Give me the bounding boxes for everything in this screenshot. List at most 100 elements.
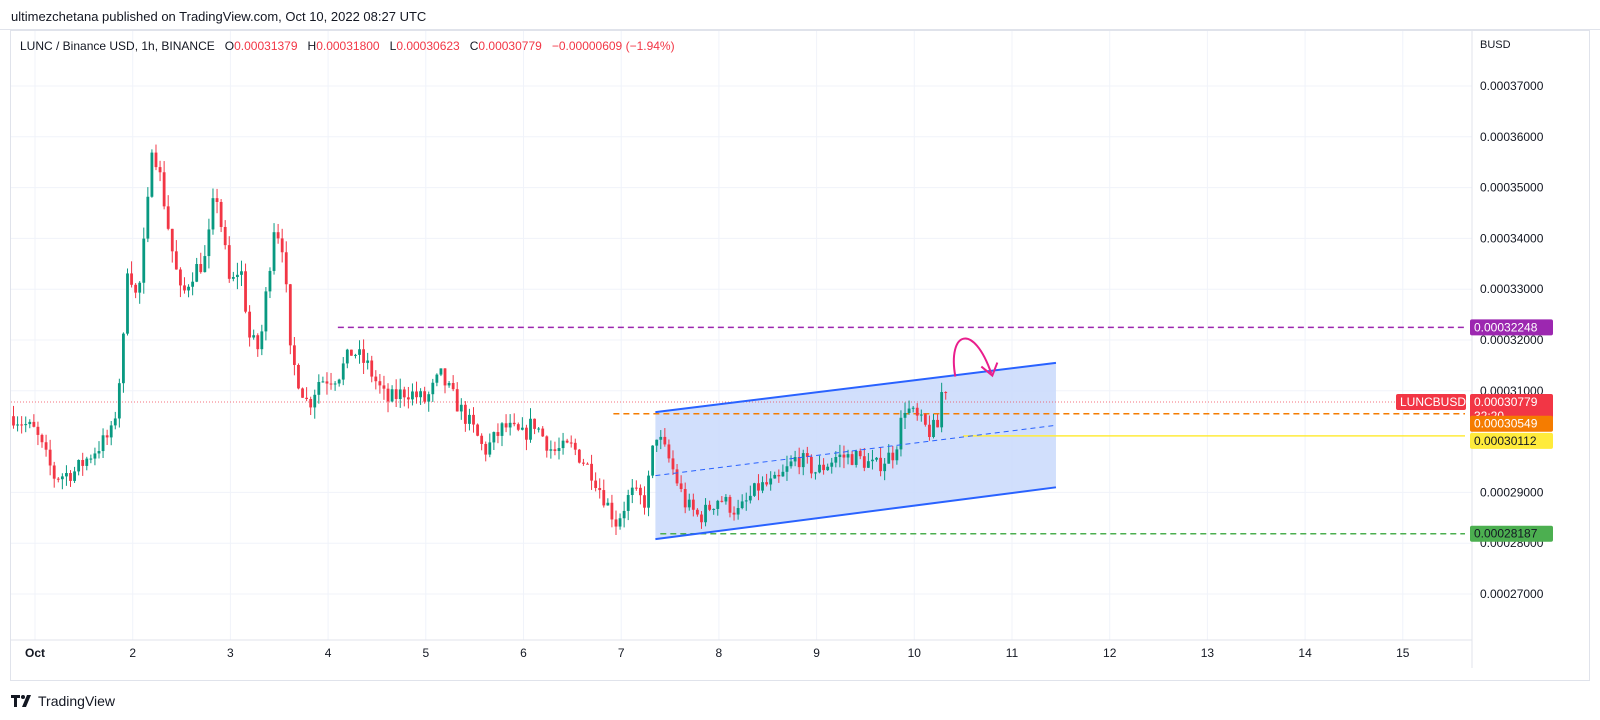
- candle-body: [305, 397, 309, 399]
- price-tick-label: 0.00033000: [1480, 282, 1544, 296]
- price-axis-currency: BUSD: [1480, 39, 1511, 51]
- footer-brand-text: TradingView: [38, 693, 116, 709]
- candle-body: [162, 172, 166, 207]
- price-tick-label: 0.00037000: [1480, 79, 1544, 93]
- candle-body: [362, 349, 365, 363]
- candle-body: [468, 414, 471, 424]
- candle-body: [834, 457, 838, 463]
- candle-body: [476, 424, 479, 436]
- legend-symbol[interactable]: LUNC / Binance USD, 1h, BINANCE: [20, 39, 215, 53]
- candle-body: [651, 445, 655, 476]
- candle-body: [134, 284, 138, 293]
- candle-body: [40, 434, 44, 443]
- candle-body: [423, 391, 427, 402]
- candle-body: [488, 442, 492, 455]
- chart-frame[interactable]: [10, 30, 1590, 681]
- time-tick-label: 6: [520, 646, 527, 660]
- candle-body: [345, 349, 349, 364]
- candle-body: [321, 381, 325, 383]
- candle-body: [512, 422, 516, 425]
- candle-body: [337, 379, 341, 384]
- candle-body: [895, 449, 899, 461]
- legend-open: 0.00031379: [234, 39, 298, 53]
- candle-body: [903, 412, 907, 418]
- candle-body: [435, 374, 439, 383]
- orange-price-tag-text: 0.00030549: [1474, 417, 1538, 431]
- candle-body: [626, 495, 630, 511]
- candle-body: [838, 454, 842, 458]
- candle-body: [907, 408, 911, 413]
- candle-body: [940, 392, 944, 428]
- candle-body: [565, 440, 569, 443]
- candle-body: [736, 508, 740, 515]
- candle-body: [862, 456, 866, 468]
- candle-body: [610, 502, 614, 520]
- candle-body: [89, 458, 93, 460]
- candle-body: [459, 404, 463, 412]
- time-tick-label: 13: [1201, 646, 1215, 660]
- tradingview-logo-icon: [11, 695, 31, 707]
- candle-body: [573, 442, 577, 450]
- candle-body: [858, 450, 862, 457]
- price-tick-label: 0.00035000: [1480, 181, 1544, 195]
- candle-body: [586, 463, 589, 465]
- candle-body: [142, 238, 146, 283]
- candle-body: [700, 514, 703, 523]
- candle-body: [284, 252, 288, 285]
- candle-body: [154, 152, 158, 168]
- candle-body: [667, 444, 671, 459]
- candle-body: [411, 391, 414, 400]
- candle-body: [341, 363, 345, 380]
- current-price-value: 0.00030779: [1474, 395, 1538, 409]
- candle-body: [158, 167, 162, 173]
- candle-body: [455, 389, 459, 412]
- candle-body: [761, 482, 764, 491]
- candle-body: [696, 509, 699, 515]
- candle-body: [866, 461, 870, 468]
- candle-body: [663, 436, 667, 445]
- candle-body: [883, 463, 887, 472]
- legend-low: 0.00030623: [396, 39, 460, 53]
- candle-body: [268, 270, 272, 292]
- candle-body: [500, 423, 504, 436]
- ohlc-legend: LUNC / Binance USD, 1h, BINANCE O0.00031…: [20, 39, 675, 53]
- footer-brand[interactable]: TradingView: [11, 693, 115, 709]
- candle-body: [850, 454, 854, 465]
- candle-body: [317, 381, 321, 395]
- candle-body: [56, 478, 60, 480]
- candle-body: [484, 443, 488, 455]
- candle-body: [199, 264, 203, 273]
- candle-body: [52, 465, 56, 479]
- candle-body: [187, 286, 190, 291]
- candle-body: [797, 457, 801, 468]
- candle-body: [260, 331, 264, 350]
- candle-body: [590, 463, 593, 481]
- candle-body: [525, 427, 528, 440]
- candle-body: [374, 376, 378, 382]
- candle-body: [398, 389, 402, 400]
- yellow-price-tag-bg: [1470, 432, 1553, 449]
- candle-body: [675, 469, 679, 484]
- candle-body: [720, 500, 724, 502]
- candle-body: [679, 483, 683, 490]
- candle-body: [752, 483, 756, 496]
- candle-body: [349, 349, 353, 356]
- candle-body: [818, 464, 821, 473]
- candle-body: [69, 473, 72, 481]
- candle-body: [105, 435, 109, 438]
- candle-body: [655, 439, 659, 446]
- candle-body: [577, 449, 581, 463]
- candle-body: [724, 496, 728, 502]
- legend-close: 0.00030779: [478, 39, 542, 53]
- candle-body: [728, 496, 732, 513]
- candle-body: [687, 499, 691, 508]
- candle-body: [891, 452, 895, 461]
- resistance-price-tag-text: 0.00032248: [1474, 320, 1538, 334]
- candle-body: [785, 466, 789, 472]
- price-tick-label: 0.00034000: [1480, 231, 1544, 245]
- legend-high-label: H: [307, 39, 317, 53]
- candle-body: [569, 442, 573, 444]
- candle-body: [765, 482, 769, 485]
- candle-body: [227, 245, 231, 279]
